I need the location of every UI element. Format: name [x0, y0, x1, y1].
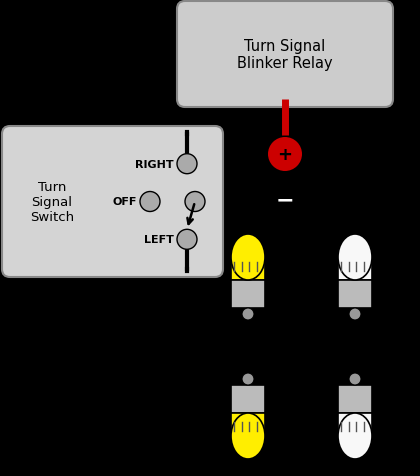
Circle shape [140, 192, 160, 212]
Bar [231, 413, 265, 436]
Bar [231, 280, 265, 308]
Ellipse shape [231, 235, 265, 280]
Bar [338, 413, 372, 436]
Circle shape [349, 373, 361, 385]
FancyBboxPatch shape [177, 2, 393, 108]
Ellipse shape [338, 235, 372, 280]
Text: LEFT: LEFT [144, 235, 174, 245]
Circle shape [242, 373, 254, 385]
Circle shape [268, 138, 302, 172]
Text: OFF: OFF [113, 197, 137, 207]
Text: Turn Signal
Blinker Relay: Turn Signal Blinker Relay [237, 39, 333, 71]
Text: RIGHT: RIGHT [135, 159, 174, 169]
Bar [231, 385, 265, 413]
Circle shape [185, 192, 205, 212]
Text: Turn
Signal
Switch: Turn Signal Switch [30, 180, 74, 224]
Circle shape [242, 308, 254, 320]
Bar [338, 280, 372, 308]
Bar [338, 258, 372, 280]
Ellipse shape [338, 413, 372, 459]
Ellipse shape [231, 413, 265, 459]
Circle shape [177, 154, 197, 174]
Text: −: − [276, 189, 294, 209]
Bar [231, 258, 265, 280]
Circle shape [349, 308, 361, 320]
Bar [338, 385, 372, 413]
Text: +: + [278, 146, 292, 164]
FancyBboxPatch shape [2, 127, 223, 278]
Circle shape [177, 230, 197, 250]
